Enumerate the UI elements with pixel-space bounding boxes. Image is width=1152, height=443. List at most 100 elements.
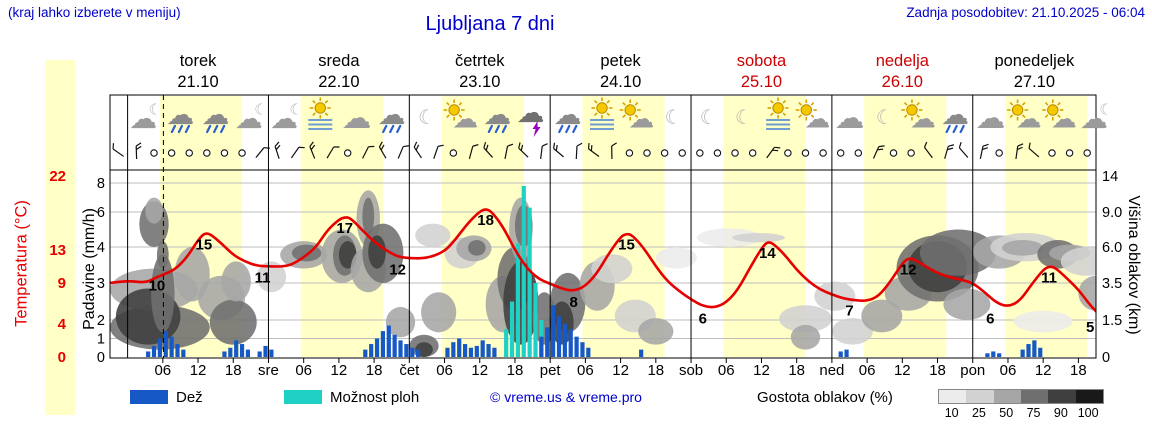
density-value: 90 xyxy=(1053,406,1068,420)
svg-text:0: 0 xyxy=(97,350,105,366)
svg-text:12: 12 xyxy=(471,362,488,379)
weather-icon-sun-cloud: ☁ xyxy=(1042,99,1077,134)
wind-symbol-barb xyxy=(112,143,125,157)
wind-symbol-calm xyxy=(625,149,634,157)
wind-symbol-calm xyxy=(220,149,229,157)
wind-symbol-barb xyxy=(611,142,617,160)
weather-icon-moon: ☾ xyxy=(735,105,753,129)
svg-text:18: 18 xyxy=(788,362,805,379)
wind-symbol-calm xyxy=(713,149,722,157)
svg-text:torek: torek xyxy=(180,52,217,70)
svg-text:3: 3 xyxy=(97,276,105,292)
wind-symbol-calm xyxy=(801,149,810,157)
svg-text:☁: ☁ xyxy=(975,101,1005,136)
svg-text:6: 6 xyxy=(986,311,994,328)
svg-text:☁: ☁ xyxy=(1051,104,1077,134)
svg-text:pet: pet xyxy=(540,362,562,379)
wind-symbol-barb xyxy=(518,142,529,158)
svg-text:nedelja: nedelja xyxy=(876,52,930,70)
svg-text:06: 06 xyxy=(436,362,453,379)
rain-legend-label: Dež xyxy=(176,389,203,406)
svg-text:☁: ☁ xyxy=(342,101,372,136)
svg-text:☁: ☁ xyxy=(628,104,654,134)
svg-text:9: 9 xyxy=(58,275,66,292)
temperature-axis-title: Temperatura (°C) xyxy=(12,200,31,327)
svg-text:☁: ☁ xyxy=(910,104,936,134)
svg-text:06: 06 xyxy=(859,362,876,379)
cloud-density-scale: 10 25 50 75 90 100 xyxy=(938,389,1108,420)
svg-text:2: 2 xyxy=(97,313,105,329)
svg-text:sob: sob xyxy=(679,362,703,379)
weather-icon-sun-cloud: ☁ xyxy=(443,99,478,134)
svg-text:1: 1 xyxy=(97,332,105,348)
svg-text:18: 18 xyxy=(1070,362,1087,379)
wind-symbol-barb xyxy=(378,141,387,159)
svg-text:☁: ☁ xyxy=(804,104,830,134)
density-swatch xyxy=(1075,390,1103,403)
copyright-link[interactable]: © vreme.us & vreme.pro xyxy=(490,389,642,405)
wind-symbol-calm xyxy=(643,149,651,157)
svg-text:10: 10 xyxy=(149,278,166,295)
svg-text:14: 14 xyxy=(759,245,776,262)
weather-icon-storm: ☁ xyxy=(517,96,545,137)
svg-text:17: 17 xyxy=(336,220,353,237)
wind-symbol-calm xyxy=(854,149,863,157)
svg-text:21.10: 21.10 xyxy=(177,73,218,91)
rain-bars xyxy=(146,305,1043,357)
svg-text:☁: ☁ xyxy=(166,98,194,131)
wind-symbol-barb xyxy=(468,144,479,159)
temperature-value-labels: 10 15 11 17 12 18 8 15 6 14 7 12 6 11 5 xyxy=(149,212,1095,336)
svg-text:☾: ☾ xyxy=(664,105,682,129)
time-axis: 06 12 18 sre 06 12 18 čet 06 12 18 pet 06 12 18 sob 06 12… xyxy=(154,358,1087,379)
weather-icon-cloud-moon: ☾☁ xyxy=(1080,100,1113,135)
weather-icon-cloud-rain: ☁ xyxy=(202,98,230,134)
svg-text:6: 6 xyxy=(97,205,105,221)
wind-symbol-barb xyxy=(923,141,933,159)
svg-text:☾: ☾ xyxy=(289,100,302,118)
svg-text:06: 06 xyxy=(295,362,312,379)
svg-text:sobota: sobota xyxy=(737,52,787,70)
svg-text:☁: ☁ xyxy=(517,96,545,129)
svg-text:0: 0 xyxy=(58,349,66,366)
svg-text:☾: ☾ xyxy=(1099,100,1112,118)
wind-symbol-calm xyxy=(731,149,739,157)
svg-text:7: 7 xyxy=(845,302,853,319)
svg-text:☁: ☁ xyxy=(202,98,230,131)
weather-icon-cloud-rain: ☁ xyxy=(554,98,582,134)
density-swatch xyxy=(1020,390,1049,403)
weather-icon-cloud-moon: ☾☁ xyxy=(270,100,303,135)
wind-symbol-barb xyxy=(504,143,514,160)
svg-text:06: 06 xyxy=(577,362,594,379)
last-update: Zadnja posodobitev: 21.10.2025 - 06:04 xyxy=(906,5,1145,20)
wind-symbol-barb xyxy=(397,145,410,159)
svg-text:☁: ☁ xyxy=(483,98,511,131)
wind-symbol-barb xyxy=(483,142,494,158)
menu-hint: (kraj lahko izberete v meniju) xyxy=(8,5,181,20)
wind-symbol-calm xyxy=(1065,149,1074,157)
weather-icon-fog-sun xyxy=(308,97,333,130)
density-value: 75 xyxy=(1026,406,1041,420)
svg-text:25.10: 25.10 xyxy=(741,73,782,91)
wind-symbol-barb xyxy=(587,143,600,158)
svg-text:☾: ☾ xyxy=(254,100,267,118)
svg-text:15: 15 xyxy=(618,237,635,254)
svg-text:11: 11 xyxy=(255,270,271,287)
svg-text:18: 18 xyxy=(507,362,524,379)
cloud-density-swatches xyxy=(938,389,1104,404)
temperature-curve xyxy=(110,208,1096,314)
wind-symbol-barb xyxy=(362,145,375,159)
wind-symbol-calm xyxy=(660,149,669,157)
svg-text:četrtek: četrtek xyxy=(455,52,505,70)
wind-symbol-calm xyxy=(819,149,827,157)
page-title: Ljubljana 7 dni xyxy=(425,13,555,35)
svg-text:12: 12 xyxy=(331,362,348,379)
svg-text:petek: petek xyxy=(600,52,641,70)
wind-symbol-calm xyxy=(1083,149,1091,157)
svg-text:26.10: 26.10 xyxy=(882,73,923,91)
wind-symbol-barb xyxy=(1015,143,1024,160)
wind-symbol-barb xyxy=(944,144,955,159)
svg-text:22: 22 xyxy=(49,168,66,185)
